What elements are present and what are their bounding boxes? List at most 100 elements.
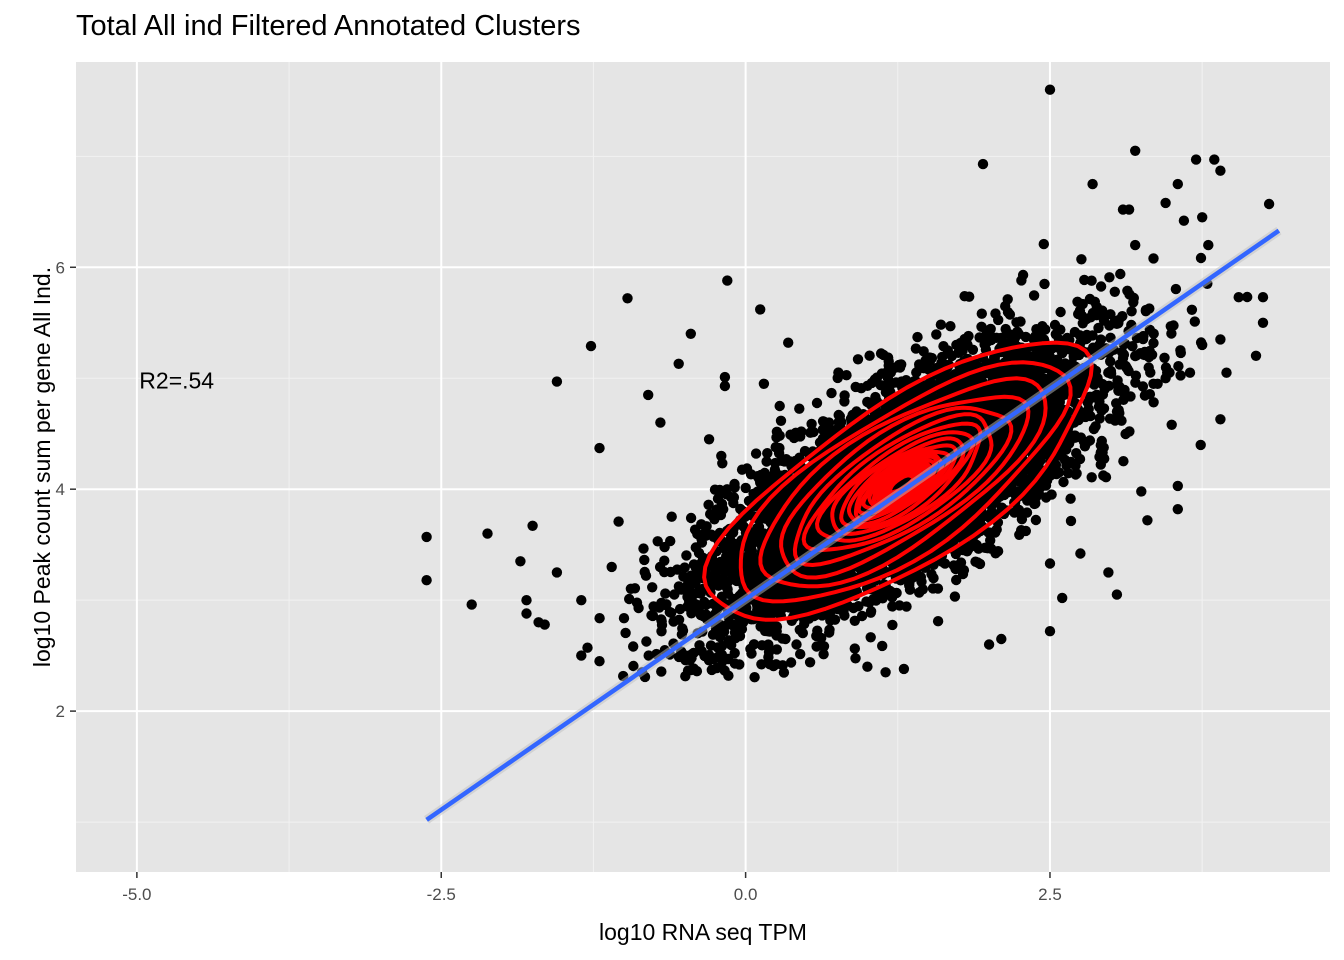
- data-point: [795, 648, 806, 660]
- data-point: [911, 367, 922, 378]
- data-point: [877, 640, 888, 652]
- data-point: [926, 569, 937, 580]
- data-point: [1071, 448, 1082, 459]
- data-point: [797, 627, 808, 639]
- data-point: [1148, 397, 1159, 408]
- data-point: [808, 426, 819, 438]
- data-point: [974, 332, 985, 343]
- data-point: [864, 350, 875, 361]
- data-point: [918, 346, 929, 357]
- data-point: [1144, 324, 1156, 335]
- data-point: [1195, 439, 1206, 451]
- data-point: [729, 647, 740, 659]
- data-point: [641, 636, 652, 647]
- data-point: [1148, 337, 1159, 349]
- data-point: [1029, 498, 1040, 510]
- data-point: [625, 583, 637, 594]
- data-point: [633, 602, 644, 614]
- data-point: [1096, 435, 1108, 447]
- data-point: [729, 478, 740, 490]
- data-point: [1002, 294, 1013, 305]
- data-point: [923, 364, 934, 375]
- data-point: [660, 588, 671, 599]
- data-point: [761, 456, 772, 467]
- data-point: [774, 442, 785, 454]
- data-point: [949, 591, 961, 602]
- data-point: [1250, 350, 1262, 361]
- data-point: [811, 630, 822, 642]
- data-point: [1105, 368, 1117, 379]
- data-point: [1124, 426, 1135, 437]
- data-point: [850, 653, 861, 664]
- data-point: [1166, 328, 1177, 339]
- data-point: [823, 609, 835, 621]
- data-point: [652, 536, 663, 547]
- data-point: [818, 649, 829, 660]
- data-point: [871, 372, 883, 383]
- data-point: [620, 627, 631, 639]
- data-point: [763, 639, 774, 650]
- data-point: [669, 589, 680, 600]
- data-point: [647, 582, 658, 593]
- data-point: [794, 403, 805, 414]
- data-point: [1084, 293, 1096, 305]
- data-point: [679, 562, 690, 573]
- data-point: [691, 587, 702, 599]
- data-point: [901, 601, 912, 612]
- data-point: [666, 511, 677, 522]
- data-point: [990, 308, 1001, 319]
- data-point: [694, 640, 705, 651]
- data-point: [677, 625, 689, 636]
- data-point: [1011, 486, 1022, 498]
- data-point: [1109, 286, 1121, 297]
- data-point: [762, 448, 773, 459]
- data-point: [628, 641, 639, 652]
- data-point: [824, 624, 835, 635]
- data-point: [771, 432, 782, 443]
- data-point: [709, 484, 721, 495]
- data-point: [785, 657, 797, 668]
- data-point: [594, 613, 605, 624]
- plot-panel: [76, 62, 1330, 872]
- data-point: [628, 660, 639, 672]
- data-point: [1088, 423, 1100, 435]
- data-point: [699, 596, 710, 608]
- data-point: [624, 593, 635, 605]
- data-point: [788, 601, 800, 613]
- data-point: [582, 642, 593, 653]
- data-point: [1093, 322, 1104, 334]
- data-point: [1069, 430, 1081, 441]
- data-point: [638, 543, 649, 554]
- data-point: [664, 606, 675, 618]
- data-point: [640, 570, 652, 581]
- data-point: [1040, 492, 1052, 503]
- data-point: [673, 614, 685, 625]
- data-point: [745, 643, 756, 655]
- data-point: [763, 513, 774, 525]
- data-point: [945, 321, 956, 332]
- data-point: [1115, 268, 1126, 280]
- data-point: [1079, 441, 1091, 452]
- data-point: [613, 516, 624, 527]
- data-point: [1030, 514, 1042, 526]
- data-point: [826, 387, 837, 399]
- data-point: [887, 619, 898, 631]
- data-point: [1173, 361, 1184, 372]
- data-point: [804, 657, 816, 668]
- data-point: [1105, 309, 1116, 320]
- data-point: [698, 611, 709, 622]
- data-point: [1094, 413, 1105, 424]
- data-point: [833, 367, 844, 378]
- data-point: [976, 308, 987, 319]
- data-point: [912, 331, 923, 343]
- data-point: [771, 644, 782, 655]
- data-point: [1065, 493, 1076, 504]
- data-point: [915, 571, 927, 583]
- data-point: [893, 359, 905, 371]
- data-point: [839, 396, 850, 407]
- data-point: [1116, 347, 1128, 358]
- data-point: [849, 643, 860, 654]
- data-point: [656, 666, 667, 677]
- data-point: [706, 510, 718, 521]
